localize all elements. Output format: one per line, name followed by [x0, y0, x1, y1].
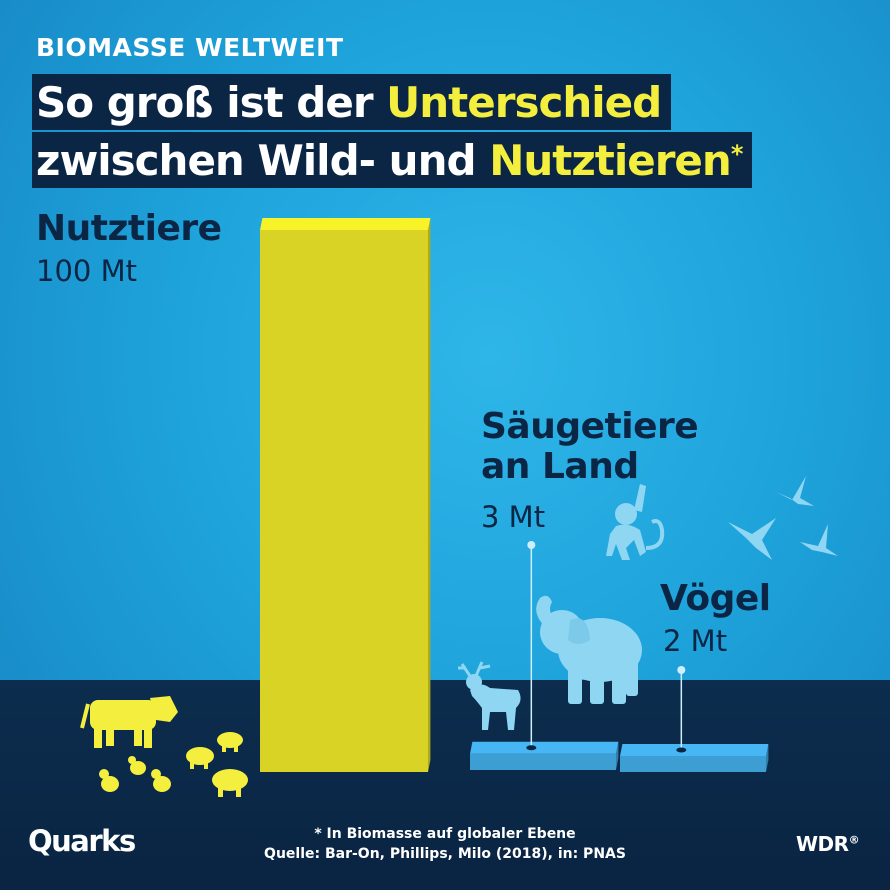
deer-icon — [458, 661, 521, 730]
bar-2-marker-dot — [527, 541, 536, 549]
bar-3-front — [620, 756, 766, 772]
footnote-line-1: * In Biomasse auf globaler Ebene — [314, 826, 576, 842]
quarks-logo: Quarks — [28, 824, 136, 858]
elephant-icon — [536, 595, 642, 704]
bar-1-top — [260, 218, 431, 230]
label-nutztiere: Nutztiere — [36, 208, 222, 249]
wdr-logo-text: WDR — [796, 832, 849, 856]
bar-3-top — [620, 744, 769, 756]
bar-3-side — [766, 744, 769, 772]
bar-3-anchor — [676, 747, 687, 753]
bars-group — [260, 218, 769, 772]
value-nutztiere: 100 Mt — [36, 254, 137, 288]
bar-2-side — [616, 741, 619, 770]
bar-2-top — [470, 741, 619, 754]
headline-1-white: So groß ist der — [36, 77, 374, 127]
bar-2-front — [470, 753, 616, 770]
bar-1 — [260, 218, 431, 772]
kicker: BIOMASSE WELTWEIT — [36, 33, 344, 62]
bar-1-front — [260, 230, 428, 772]
cow-icon — [80, 696, 178, 748]
bar-1-side — [428, 218, 431, 772]
bird-icon — [728, 476, 838, 560]
headline-1-yellow: Unterschied — [386, 77, 662, 127]
wdr-logo: WDR® — [796, 832, 860, 856]
headline-2-yellow: Nutztieren — [489, 135, 732, 185]
bar-2-anchor — [526, 745, 537, 751]
footnote-source: Quelle: Bar-On, Phillips, Milo (2018), i… — [264, 846, 626, 862]
headline-asterisk: * — [730, 140, 744, 168]
headline-2-white: zwischen Wild- und — [36, 135, 477, 185]
bar-3-marker-dot — [677, 666, 686, 674]
headline-line-2: zwischen Wild- und Nutztieren * — [32, 132, 753, 188]
value-saeugetiere: 3 Mt — [481, 500, 546, 534]
pig-icon — [186, 732, 248, 797]
bar-2 — [470, 541, 619, 770]
chicken-icon — [99, 756, 171, 792]
value-voegel: 2 Mt — [663, 624, 728, 658]
monkey-icon — [606, 484, 665, 560]
bar-3 — [620, 666, 769, 772]
label-saeugetiere-line1: Säugetiere — [481, 406, 699, 447]
label-voegel: Vögel — [660, 578, 771, 619]
wdr-logo-mark: ® — [848, 833, 860, 847]
label-saeugetiere-line2: an Land — [481, 446, 639, 487]
headline-line-1: So groß ist der Unterschied — [32, 74, 672, 130]
